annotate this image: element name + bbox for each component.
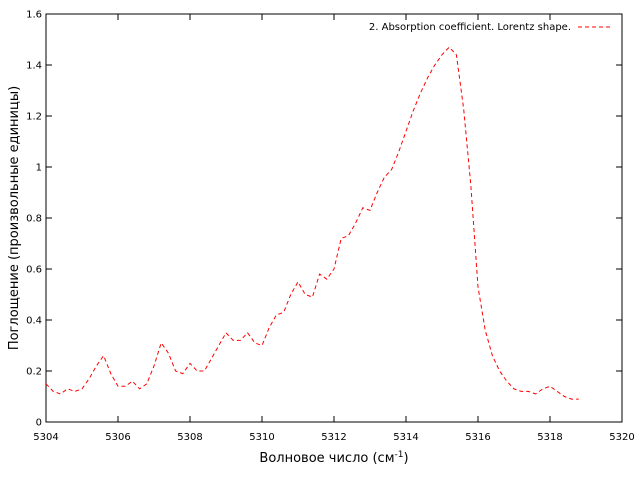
x-axis: 5304 5306 5308 5310 5312 5314 5316 5318 5320	[33, 14, 635, 443]
y-axis-title: Поглощение (произвольные единицы)	[7, 86, 22, 350]
y-tick-label: 1.4	[26, 61, 42, 72]
y-tick-label: 0	[36, 418, 42, 429]
x-tick-label: 5314	[393, 432, 418, 443]
x-tick-label: 5312	[321, 432, 346, 443]
x-axis-title-superscript: -1	[395, 450, 404, 460]
x-axis-title-main: Волновое число (см	[259, 451, 394, 466]
legend-label: 2. Absorption coefficient. Lorentz shape…	[369, 22, 571, 33]
y-tick-label: 0.6	[26, 265, 42, 276]
series-layer	[45, 46, 579, 400]
y-axis: 0 0.2 0.4 0.6 0.8 1 1.2 1.4 1.6	[26, 10, 622, 429]
y-tick-label: 0.2	[26, 367, 42, 378]
series-line	[45, 46, 579, 400]
x-tick-label: 5306	[105, 432, 130, 443]
x-axis-title-tail: )	[403, 451, 408, 466]
y-tick-label: 1.6	[26, 10, 42, 21]
x-tick-label: 5304	[33, 432, 58, 443]
x-tick-label: 5310	[249, 432, 274, 443]
y-tick-label: 1	[36, 163, 42, 174]
y-tick-label: 1.2	[26, 112, 42, 123]
x-tick-label: 5316	[465, 432, 490, 443]
plot-frame	[45, 13, 623, 423]
y-tick-label: 0.8	[26, 214, 42, 225]
x-axis-title: Волновое число (см-1)	[259, 450, 408, 466]
legend: 2. Absorption coefficient. Lorentz shape…	[369, 22, 610, 33]
x-tick-label: 5318	[537, 432, 562, 443]
x-tick-label: 5308	[177, 432, 202, 443]
y-tick-label: 0.4	[26, 316, 42, 327]
x-tick-label: 5320	[609, 432, 634, 443]
